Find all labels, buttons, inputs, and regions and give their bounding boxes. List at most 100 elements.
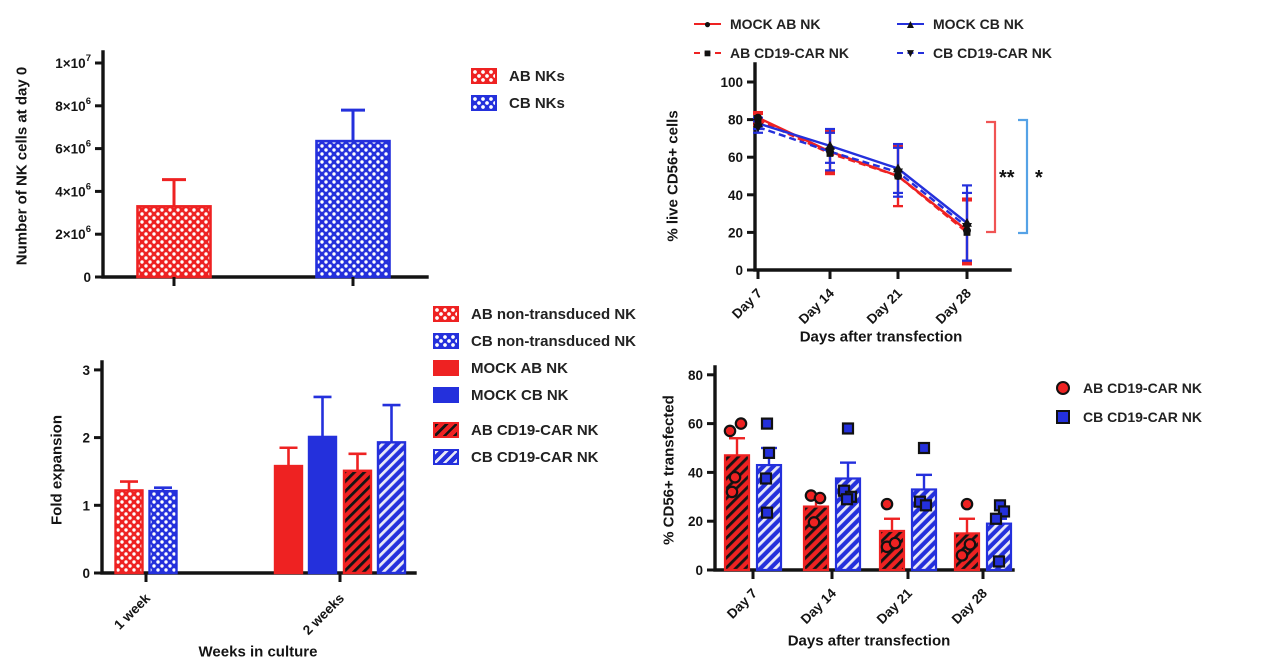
svg-text:Day 28: Day 28 [933, 285, 975, 327]
scatter-point [760, 417, 774, 430]
legend-swatch-hatch-red [433, 422, 459, 438]
legend-swatch-checker-blue [433, 333, 459, 349]
svg-text:0: 0 [82, 566, 90, 581]
scatter-point [992, 555, 1006, 568]
scatter-point [807, 516, 821, 529]
legend-swatch-solid-blue [433, 387, 459, 403]
ylabel-fold-expansion: Fold expansion [48, 414, 66, 526]
chart-nk-cells-at-day0: 0 2×106 4×106 6×106 8×106 1×107 [55, 50, 429, 286]
svg-text:2 weeks: 2 weeks [300, 591, 347, 638]
svg-text:20: 20 [728, 225, 743, 240]
legend-item: CB CD19-CAR NK [433, 449, 636, 465]
svg-text:0: 0 [83, 270, 91, 285]
legend-label: CB CD19-CAR NK [471, 448, 599, 466]
legend-item: MOCK CB NK [433, 387, 636, 403]
svg-text:40: 40 [728, 188, 743, 203]
line-CB CD19-CAR NK [757, 125, 968, 228]
ylabel-live-cd56: % live CD56+ cells [664, 110, 682, 242]
bar-AB non-transduced NK [114, 489, 144, 575]
chart-cd56-transfected: 0 20 40 60 80 Day 7 Day 14 Day 21 Day 28 [688, 365, 1015, 627]
legend-label: CB non-transduced NK [471, 332, 636, 350]
svg-text:1: 1 [82, 498, 90, 513]
legend-label: AB non-transduced NK [471, 305, 636, 323]
bar-AB CD19-CAR NK [342, 469, 373, 575]
legend-label: AB CD19-CAR NK [471, 421, 599, 439]
svg-text:Day 14: Day 14 [798, 585, 840, 627]
scatter-point [917, 441, 931, 455]
svg-text:**: ** [999, 167, 1015, 189]
significance-bracket [1018, 118, 1029, 235]
legend-live-cd56: ● MOCK AB NK ▲ MOCK CB NK ■ AB CD19-CAR NK ▼ CB… [694, 13, 1052, 64]
scatter-point [723, 424, 737, 438]
bar-CB CD19-CAR NK [376, 441, 407, 575]
bar-AB CD19-CAR NK [802, 505, 830, 572]
legend-label: MOCK CB NK [471, 386, 569, 404]
line-AB CD19-CAR NK [757, 118, 968, 234]
svg-text:4×106: 4×106 [55, 181, 91, 199]
bar-MOCK CB NK [307, 435, 338, 575]
svg-text:20: 20 [688, 514, 703, 529]
svg-text:Day 21: Day 21 [874, 585, 916, 627]
legend-triangle-down-icon: ▼ [904, 46, 917, 61]
scatter-point [841, 422, 855, 435]
legend-label: AB NKs [509, 67, 565, 85]
scatter-point [888, 536, 902, 550]
legend-label: MOCK CB NK [933, 16, 1024, 32]
bar-CB non-transduced NK [148, 489, 178, 575]
svg-text:100: 100 [720, 75, 743, 90]
legend-swatch-checker-blue [471, 95, 497, 111]
legend-item: ● MOCK AB NK [694, 13, 897, 35]
scatter-point [734, 417, 748, 430]
svg-text:80: 80 [688, 368, 703, 383]
legend-fold-expansion: AB non-transduced NK CB non-transduced NK… [433, 306, 636, 476]
bar-MOCK AB NK [273, 464, 304, 575]
legend-label: MOCK AB NK [730, 16, 821, 32]
legend-label: CB CD19-CAR NK [1083, 409, 1203, 425]
svg-text:60: 60 [728, 150, 743, 165]
legend-square-icon: ■ [703, 46, 712, 61]
ylabel-cd56-transfected: % CD56+ transfected [660, 395, 678, 545]
svg-text:*: * [1035, 167, 1043, 189]
legend-swatch-checker-red [433, 306, 459, 322]
svg-text:3: 3 [82, 363, 90, 378]
scatter-point [955, 549, 969, 562]
scatter-point [960, 497, 974, 511]
ylabel-nk-cells-day0: Number of NK cells at day 0 [13, 66, 31, 266]
scatter-point [762, 446, 776, 459]
xlabel-days-after-transfection-bottom: Days after transfection [787, 632, 951, 650]
legend-item: CB CD19-CAR NK [1056, 409, 1202, 425]
legend-cd56-transfected: AB CD19-CAR NK CB CD19-CAR NK [1056, 380, 1202, 438]
svg-text:2×106: 2×106 [55, 224, 91, 242]
legend-item: MOCK AB NK [433, 360, 636, 376]
svg-text:Day 7: Day 7 [729, 286, 765, 322]
svg-text:1×107: 1×107 [55, 53, 91, 71]
svg-text:0: 0 [735, 263, 743, 278]
legend-item: CB NKs [471, 95, 565, 111]
legend-swatch-solid-red [433, 360, 459, 376]
scatter-point [759, 472, 773, 485]
bar-AB NKs [136, 205, 212, 279]
legend-label: CB CD19-CAR NK [933, 45, 1053, 61]
chart-fold-expansion: 0 1 2 3 1 week 2 weeks [82, 360, 417, 638]
legend-swatch-hatch-blue [433, 449, 459, 465]
svg-text:Day 14: Day 14 [796, 285, 838, 327]
svg-text:8×106: 8×106 [55, 96, 91, 114]
legend-triangle-up-icon: ▲ [904, 17, 917, 32]
legend-line-sample: ● [694, 18, 721, 30]
line-MOCK CB NK [757, 122, 968, 224]
xlabel-weeks-in-culture: Weeks in culture [198, 643, 318, 661]
svg-text:Day 7: Day 7 [724, 586, 760, 622]
svg-text:60: 60 [688, 417, 703, 432]
legend-item: AB non-transduced NK [433, 306, 636, 322]
legend-square-icon [1056, 410, 1070, 424]
legend-circle-icon [1056, 381, 1070, 395]
legend-label: MOCK AB NK [471, 359, 568, 377]
legend-item: AB NKs [471, 68, 565, 84]
legend-item: ▼ CB CD19-CAR NK [897, 42, 1052, 64]
legend-swatch-checker-red [471, 68, 497, 84]
svg-text:6×106: 6×106 [55, 139, 91, 157]
legend-label: AB CD19-CAR NK [1083, 380, 1203, 396]
bar-CB NKs [315, 139, 391, 279]
